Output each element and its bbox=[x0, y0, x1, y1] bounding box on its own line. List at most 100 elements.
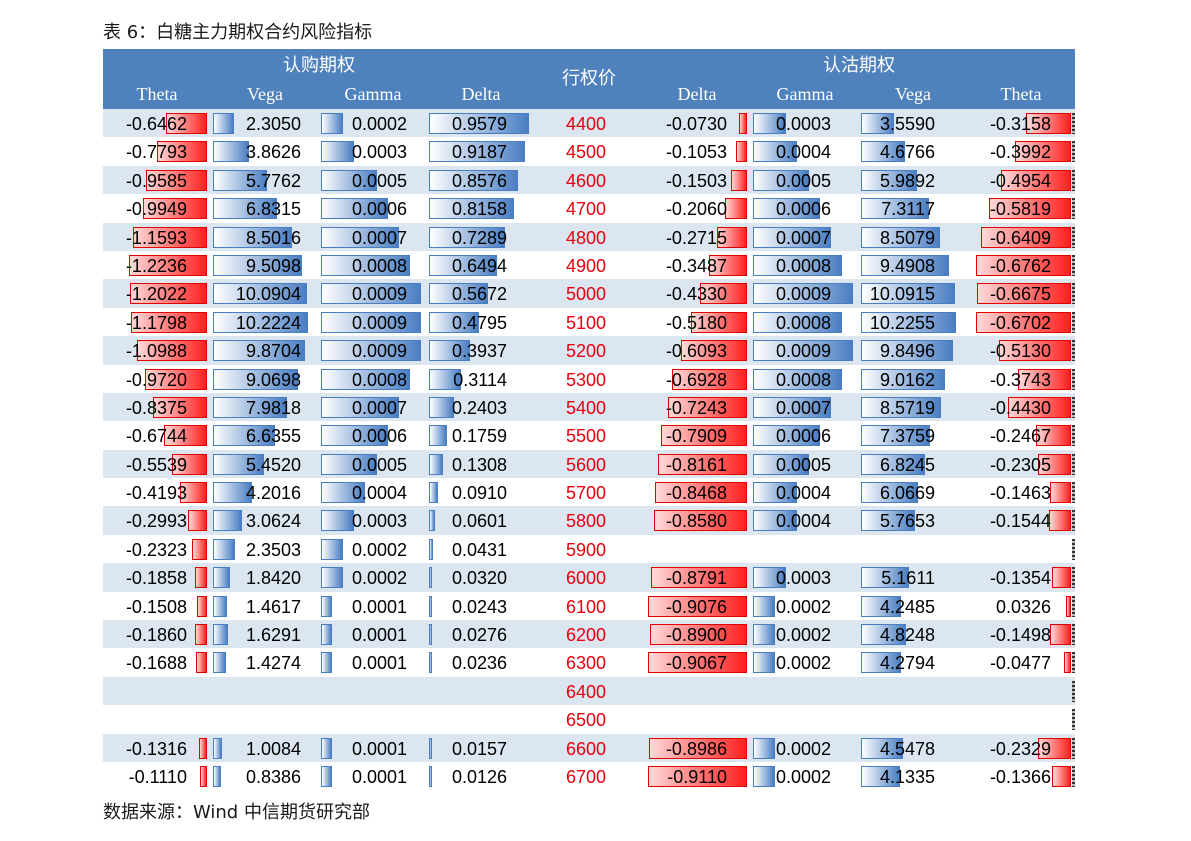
p-delta-databar bbox=[739, 113, 747, 134]
strike-value: 5300 bbox=[565, 369, 607, 390]
p-vega-value: 4.6766 bbox=[879, 142, 935, 163]
c-gamma-value: 0.0001 bbox=[351, 766, 407, 787]
p-delta-databar bbox=[735, 141, 747, 163]
p-gamma-databar bbox=[753, 368, 842, 390]
c-vega-databar bbox=[213, 567, 231, 589]
c-vega-databar bbox=[213, 340, 305, 362]
p-vega-databar bbox=[861, 340, 953, 362]
p-vega-value: 8.5719 bbox=[879, 397, 935, 418]
strike-value: 5400 bbox=[565, 397, 607, 418]
p-gamma-databar bbox=[753, 595, 776, 617]
strike-value: 6500 bbox=[565, 710, 607, 731]
c-gamma-value: 0.0002 bbox=[351, 539, 407, 560]
column-edge-marker bbox=[1072, 283, 1075, 305]
column-edge-marker bbox=[1072, 226, 1075, 248]
c-theta-cell: -0.1508 bbox=[103, 592, 211, 620]
c-theta-cell: -1.0988 bbox=[103, 336, 211, 364]
table-row: 6100 -0.1508 1.4617 0.0001 0.0243 -0.9076 0.00… bbox=[103, 592, 1075, 620]
c-delta-value: 0.6494 bbox=[451, 255, 507, 276]
c-gamma-cell: 0.0002 bbox=[319, 563, 427, 591]
c-delta-value: 0.3114 bbox=[453, 369, 507, 390]
c-vega-databar bbox=[213, 737, 223, 759]
p-delta-cell: -0.5180 bbox=[643, 308, 751, 336]
c-vega-value: 10.0904 bbox=[235, 284, 301, 305]
p-gamma-databar bbox=[753, 396, 831, 418]
p-delta-cell: -0.8580 bbox=[643, 506, 751, 534]
c-theta-databar bbox=[198, 737, 207, 759]
p-delta-cell: -0.1053 bbox=[643, 137, 751, 165]
p-delta-databar bbox=[661, 425, 747, 447]
c-gamma-value: 0.0009 bbox=[351, 312, 407, 333]
p-gamma-databar bbox=[753, 226, 831, 248]
p-theta-databar bbox=[980, 226, 1071, 248]
c-theta-value: -1.1798 bbox=[125, 312, 187, 333]
p-delta-value: -0.1053 bbox=[665, 142, 727, 163]
strike-value: 4700 bbox=[565, 199, 607, 220]
strike-value: 4400 bbox=[565, 114, 607, 134]
p-theta-cell bbox=[967, 677, 1075, 705]
c-theta-value: -0.1858 bbox=[125, 568, 187, 589]
p-delta-cell: -0.8900 bbox=[643, 620, 751, 648]
p-vega-cell bbox=[859, 677, 967, 705]
p-gamma-value: 0.0007 bbox=[775, 397, 831, 418]
c-delta-cell: 0.0236 bbox=[427, 648, 535, 676]
p-gamma-value: 0.0005 bbox=[775, 170, 831, 191]
p-vega-cell: 4.1335 bbox=[859, 762, 967, 790]
c-gamma-databar bbox=[321, 169, 377, 191]
p-delta-databar bbox=[717, 226, 747, 248]
c-gamma-databar bbox=[321, 141, 355, 163]
c-theta-cell: -0.1688 bbox=[103, 648, 211, 676]
c-gamma-cell: 0.0002 bbox=[319, 109, 427, 137]
strike-value: 6300 bbox=[565, 653, 607, 674]
p-gamma-value: 0.0004 bbox=[775, 142, 831, 163]
c-delta-value: 0.0276 bbox=[451, 625, 507, 646]
c-delta-databar bbox=[429, 226, 505, 248]
p-delta-value: -0.9067 bbox=[665, 653, 727, 674]
p-theta-databar bbox=[1051, 567, 1071, 589]
c-theta-cell: -1.1798 bbox=[103, 308, 211, 336]
c-vega-value: 1.4617 bbox=[245, 596, 301, 617]
p-delta-value: -0.8468 bbox=[665, 483, 727, 504]
p-gamma-cell: 0.0008 bbox=[751, 365, 859, 393]
c-vega-cell: 0.8386 bbox=[211, 762, 319, 790]
strike-value: 6200 bbox=[565, 625, 607, 646]
c-theta-cell: -1.2022 bbox=[103, 279, 211, 307]
c-gamma-value: 0.0009 bbox=[351, 341, 407, 362]
p-gamma-cell: 0.0006 bbox=[751, 421, 859, 449]
c-delta-value: 0.9187 bbox=[451, 142, 507, 163]
c-gamma-cell: 0.0005 bbox=[319, 450, 427, 478]
c-delta-databar bbox=[429, 482, 439, 504]
table-row: 5800 -0.2993 3.0624 0.0003 0.0601 -0.8580 0.00… bbox=[103, 506, 1075, 535]
c-gamma-cell: 0.0004 bbox=[319, 478, 427, 506]
p-theta-value: -0.1498 bbox=[989, 625, 1051, 646]
c-delta-cell: 0.0243 bbox=[427, 592, 535, 620]
p-delta-value: -0.8580 bbox=[665, 511, 727, 532]
p-gamma-cell: 0.0002 bbox=[751, 648, 859, 676]
p-delta-value: -0.8791 bbox=[665, 568, 727, 589]
p-vega-databar bbox=[861, 453, 925, 475]
p-theta-databar bbox=[1014, 141, 1071, 163]
strike-value: 4500 bbox=[565, 142, 607, 163]
p-gamma-value: 0.0006 bbox=[775, 199, 831, 220]
p-theta-databar bbox=[1049, 624, 1071, 646]
c-theta-databar bbox=[131, 311, 207, 333]
c-theta-cell: -1.2236 bbox=[103, 251, 211, 279]
c-theta-databar bbox=[180, 482, 207, 504]
c-theta-value: -1.0988 bbox=[125, 341, 187, 362]
p-gamma-databar bbox=[753, 141, 798, 163]
column-edge-marker bbox=[1072, 311, 1075, 333]
p-theta-cell: -0.6675 bbox=[967, 279, 1075, 307]
column-edge-marker bbox=[1072, 538, 1075, 560]
p-theta-value: -0.6762 bbox=[989, 255, 1051, 276]
c-vega-value: 1.0084 bbox=[245, 738, 301, 759]
col-header-call-vega: Vega bbox=[247, 84, 283, 104]
p-vega-value: 5.9892 bbox=[879, 170, 935, 191]
p-vega-value: 8.5079 bbox=[879, 227, 935, 248]
c-delta-cell: 0.0601 bbox=[427, 506, 535, 534]
c-gamma-cell: 0.0003 bbox=[319, 506, 427, 534]
col-header-call-theta: Theta bbox=[136, 84, 178, 104]
c-delta-cell: 0.6494 bbox=[427, 251, 535, 279]
p-theta-databar bbox=[1036, 425, 1071, 447]
p-vega-cell: 3.5590 bbox=[859, 109, 967, 137]
c-delta-cell: 0.0157 bbox=[427, 734, 535, 762]
